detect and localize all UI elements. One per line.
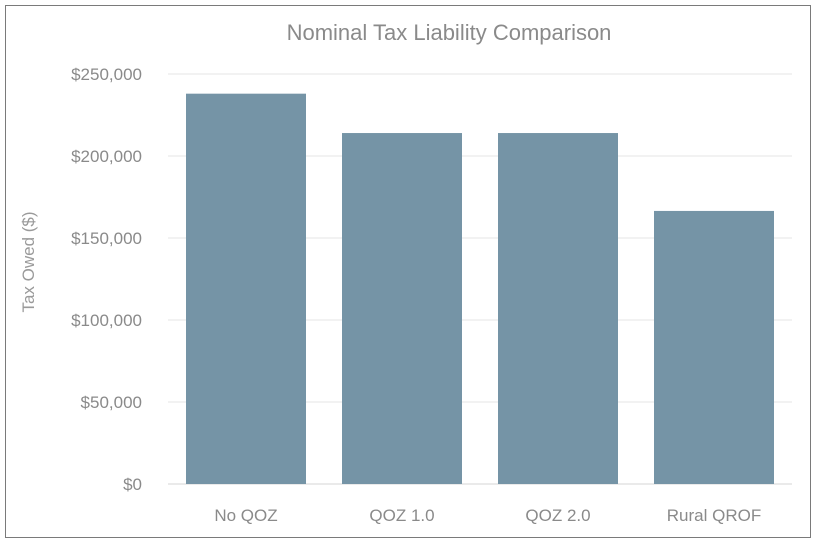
y-tick-label: $150,000 — [71, 229, 142, 248]
bar-rural-qrof — [654, 210, 774, 484]
x-tick-label: QOZ 2.0 — [525, 506, 590, 525]
x-tick-label: No QOZ — [214, 506, 277, 525]
y-tick-labels: $0 $50,000 $100,000 $150,000 $200,000 $250,00… — [71, 65, 142, 494]
bars — [186, 93, 774, 485]
chart-title: Nominal Tax Liability Comparison — [287, 20, 612, 45]
x-tick-label: Rural QROF — [667, 506, 761, 525]
y-tick-label: $200,000 — [71, 147, 142, 166]
y-tick-label: $100,000 — [71, 311, 142, 330]
bar-qoz-2-0 — [498, 133, 618, 485]
y-tick-label: $50,000 — [81, 393, 142, 412]
x-tick-labels: No QOZ QOZ 1.0 QOZ 2.0 Rural QROF — [214, 506, 761, 525]
y-tick-label: $0 — [123, 475, 142, 494]
bar-no-qoz — [186, 93, 306, 485]
y-axis-label: Tax Owed ($) — [19, 211, 38, 312]
x-tick-label: QOZ 1.0 — [369, 506, 434, 525]
y-tick-label: $250,000 — [71, 65, 142, 84]
bar-qoz-1-0 — [342, 133, 462, 485]
